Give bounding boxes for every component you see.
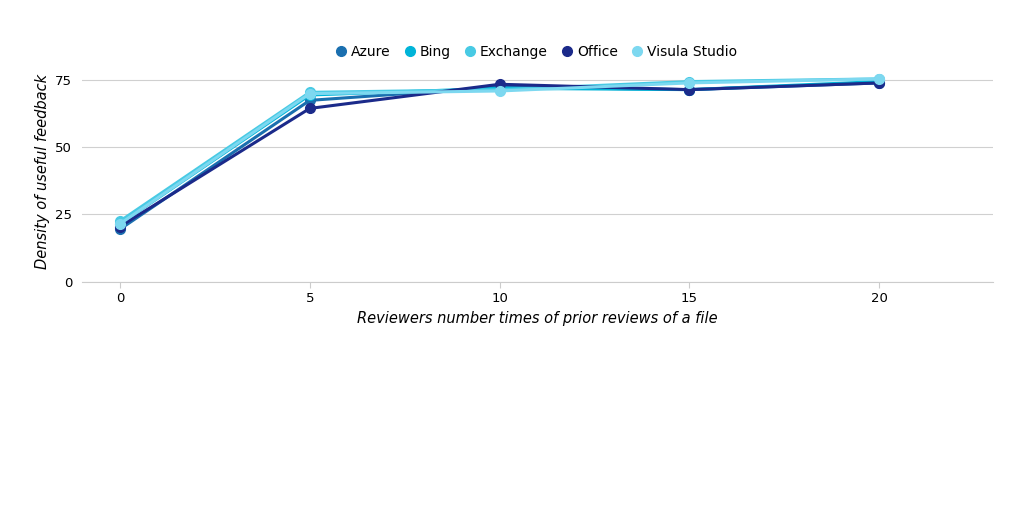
Office bbox=[303, 105, 315, 112]
Bing bbox=[494, 85, 506, 91]
Azure bbox=[114, 226, 126, 232]
Line: Bing: Bing bbox=[115, 77, 884, 229]
Exchange bbox=[873, 76, 886, 82]
Line: Office: Office bbox=[115, 78, 884, 231]
Bing bbox=[303, 92, 315, 98]
Visula Studio bbox=[683, 80, 695, 86]
Line: Exchange: Exchange bbox=[115, 74, 884, 226]
Bing bbox=[873, 78, 886, 84]
Visula Studio bbox=[494, 88, 506, 94]
Azure bbox=[303, 97, 315, 103]
Exchange bbox=[303, 89, 315, 95]
X-axis label: Reviewers number times of prior reviews of a file: Reviewers number times of prior reviews … bbox=[357, 311, 718, 326]
Azure bbox=[873, 80, 886, 86]
Azure bbox=[494, 84, 506, 90]
Office bbox=[873, 80, 886, 86]
Bing bbox=[683, 87, 695, 93]
Y-axis label: Density of useful feedback: Density of useful feedback bbox=[35, 74, 49, 269]
Exchange bbox=[683, 78, 695, 84]
Visula Studio bbox=[114, 221, 126, 227]
Azure bbox=[683, 87, 695, 93]
Visula Studio bbox=[873, 76, 886, 82]
Visula Studio bbox=[303, 91, 315, 97]
Legend: Azure, Bing, Exchange, Office, Visula Studio: Azure, Bing, Exchange, Office, Visula St… bbox=[333, 40, 742, 65]
Exchange bbox=[114, 218, 126, 224]
Line: Azure: Azure bbox=[115, 78, 884, 234]
Exchange bbox=[494, 87, 506, 93]
Line: Visula Studio: Visula Studio bbox=[115, 74, 884, 229]
Bing bbox=[114, 221, 126, 227]
Office bbox=[683, 87, 695, 93]
Office bbox=[114, 223, 126, 229]
Office bbox=[494, 81, 506, 88]
